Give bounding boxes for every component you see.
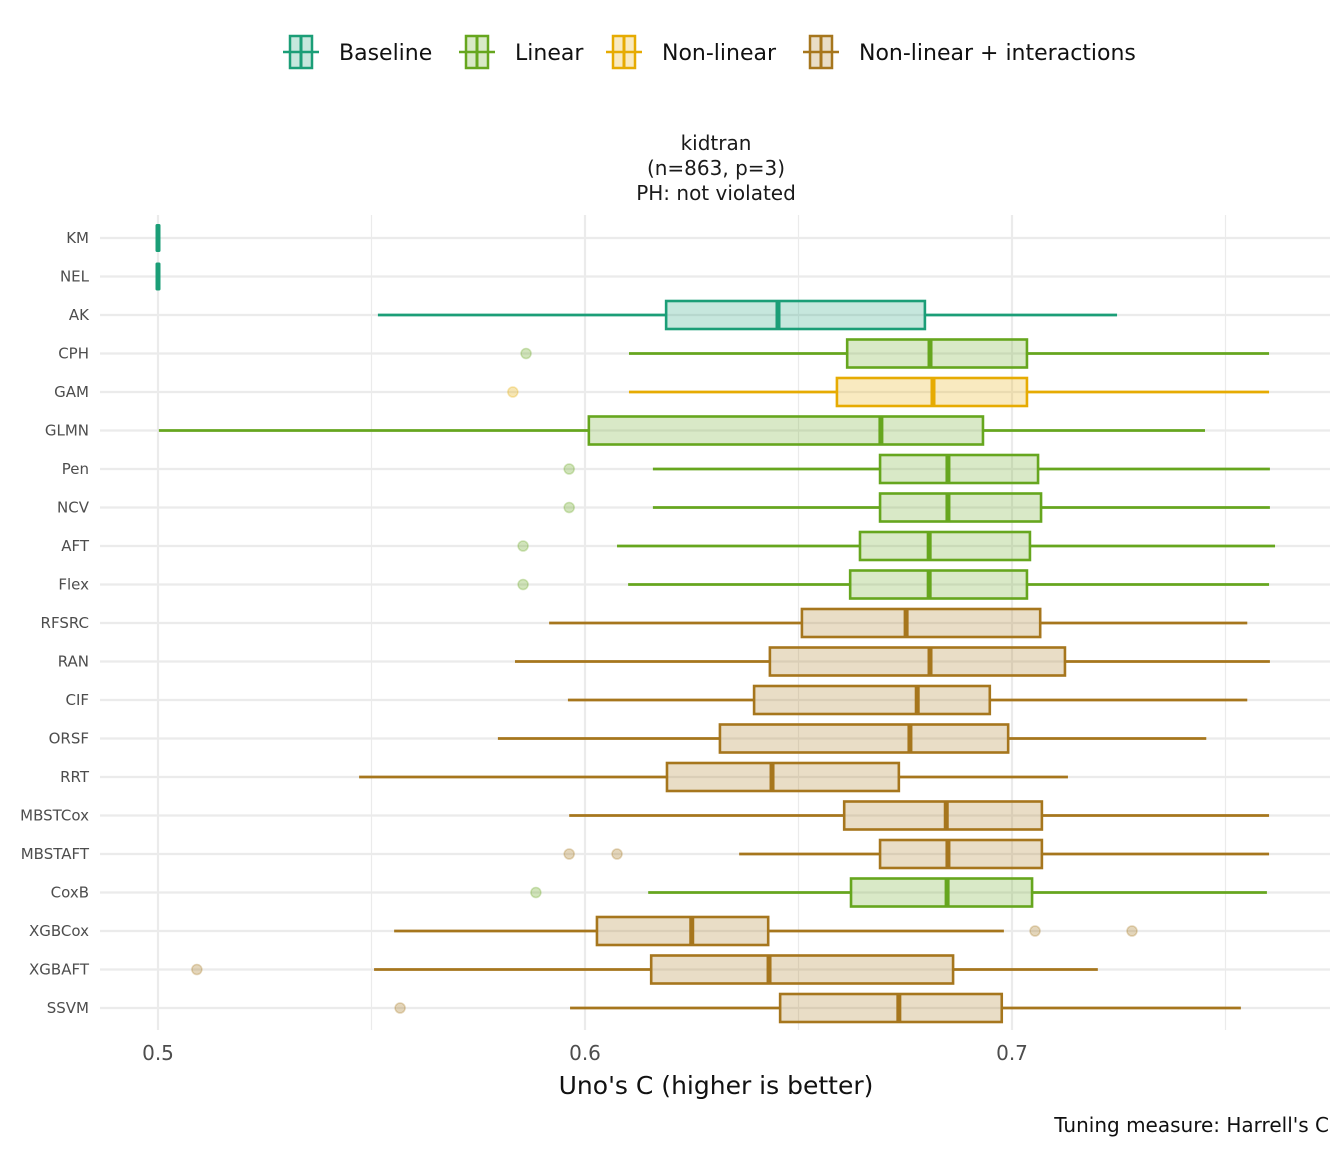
box-ran <box>514 646 1270 677</box>
y-tick-label: ORSF <box>49 730 89 748</box>
iqr-box <box>587 415 985 446</box>
y-tick-label: CIF <box>65 691 89 709</box>
box-xgbcox <box>394 915 1138 947</box>
outlier-point <box>563 501 575 514</box>
y-axis: KM NEL AK CPH GAM GLMN Pen NCV AFT Flex RFSRC RAN CI… <box>20 229 90 1017</box>
legend-label: Linear <box>515 41 584 66</box>
outlier-point <box>563 848 575 860</box>
legend-item-nonlinear: Non-linear <box>606 34 777 70</box>
iqr-box <box>718 723 1010 754</box>
iqr-box <box>878 453 1040 485</box>
box-pen <box>563 453 1270 485</box>
outlier-point <box>611 848 623 860</box>
iqr-box <box>664 299 927 331</box>
outlier-point <box>517 578 529 591</box>
legend-item-nonlinear_int: Non-linear + interactions <box>803 34 1136 70</box>
x-tick-label: 0.7 <box>996 1041 1028 1065</box>
box-xgbaft <box>191 954 1098 985</box>
chart-title: kidtran (n=863, p=3) PH: not violated <box>636 131 796 205</box>
iqr-box <box>878 838 1044 870</box>
outlier-point <box>394 1002 406 1014</box>
iqr-box <box>752 684 992 716</box>
box-ncv <box>563 492 1270 523</box>
y-tick-label: RFSRC <box>41 614 89 632</box>
title-line-2: (n=863, p=3) <box>647 156 785 180</box>
box-km <box>155 224 161 252</box>
y-tick-label: CPH <box>58 345 89 363</box>
y-tick-label: Flex <box>58 576 89 594</box>
boxes <box>155 224 1276 1024</box>
outlier-point <box>1126 925 1138 937</box>
y-tick-label: SSVM <box>47 999 89 1017</box>
outlier-point <box>530 886 542 899</box>
title-line-1: kidtran <box>681 131 752 155</box>
iqr-box <box>842 800 1044 831</box>
y-tick-label: NCV <box>57 499 90 517</box>
y-tick-label: RAN <box>58 653 89 671</box>
iqr-box <box>768 646 1067 677</box>
y-tick-label: Pen <box>62 460 89 478</box>
y-tick-label: GLMN <box>45 422 89 440</box>
box-glmn <box>158 415 1206 446</box>
iqr-box <box>649 954 955 985</box>
iqr-box <box>800 607 1042 639</box>
box-ssvm <box>394 992 1241 1024</box>
box-rfsrc <box>549 607 1248 639</box>
y-tick-label: AK <box>69 306 90 324</box>
box-flex <box>517 569 1270 600</box>
y-tick-label: RRT <box>60 768 90 786</box>
y-tick-label: MBSTCox <box>20 807 89 825</box>
y-tick-label: KM <box>66 229 89 247</box>
legend-label: Non-linear <box>662 41 777 66</box>
iqr-box <box>665 761 901 793</box>
box-cif <box>567 684 1248 716</box>
box-orsf <box>497 723 1207 754</box>
outlier-point <box>1029 925 1041 937</box>
x-axis: 0.5 0.6 0.7 <box>142 1041 1028 1065</box>
legend-label: Non-linear + interactions <box>859 41 1136 66</box>
y-tick-label: AFT <box>61 537 90 555</box>
x-tick-label: 0.5 <box>142 1041 174 1065</box>
iqr-box <box>858 530 1032 562</box>
iqr-box <box>849 877 1034 908</box>
box-aft <box>517 530 1276 562</box>
outlier-point <box>191 963 203 976</box>
iqr-box <box>848 569 1029 600</box>
outlier-point <box>520 347 532 360</box>
box-coxb <box>530 877 1267 908</box>
iqr-box <box>878 492 1043 523</box>
y-tick-label: MBSTAFT <box>21 845 90 863</box>
iqr-box <box>595 915 770 947</box>
legend-item-linear: Linear <box>459 34 584 70</box>
iqr-box <box>845 338 1029 369</box>
box-mbstaft <box>563 838 1270 870</box>
y-tick-label: XGBCox <box>29 922 89 940</box>
legend-label: Baseline <box>339 41 432 66</box>
iqr-box <box>778 992 1004 1024</box>
box-mbstcox <box>569 800 1270 831</box>
median-mark <box>155 224 161 252</box>
box-nel <box>155 262 161 291</box>
outlier-point <box>507 386 519 398</box>
box-cph <box>520 338 1270 369</box>
outlier-point <box>563 463 575 475</box>
y-tick-label: XGBAFT <box>29 961 90 979</box>
y-tick-label: GAM <box>54 383 89 401</box>
caption: Tuning measure: Harrell's C <box>1053 1113 1329 1137</box>
y-tick-label: CoxB <box>51 884 89 902</box>
legend-item-baseline: Baseline <box>283 34 432 70</box>
x-axis-label: Uno's C (higher is better) <box>559 1071 874 1100</box>
box-rrt <box>359 761 1068 793</box>
box-gam <box>507 376 1270 408</box>
x-tick-label: 0.6 <box>569 1041 601 1065</box>
box-ak <box>377 299 1118 331</box>
median-mark <box>155 262 161 291</box>
y-tick-label: NEL <box>60 268 90 286</box>
title-line-3: PH: not violated <box>636 181 796 205</box>
legend: Baseline Linear Non-linear Non-linear + int… <box>283 34 1136 70</box>
outlier-point <box>517 540 529 552</box>
